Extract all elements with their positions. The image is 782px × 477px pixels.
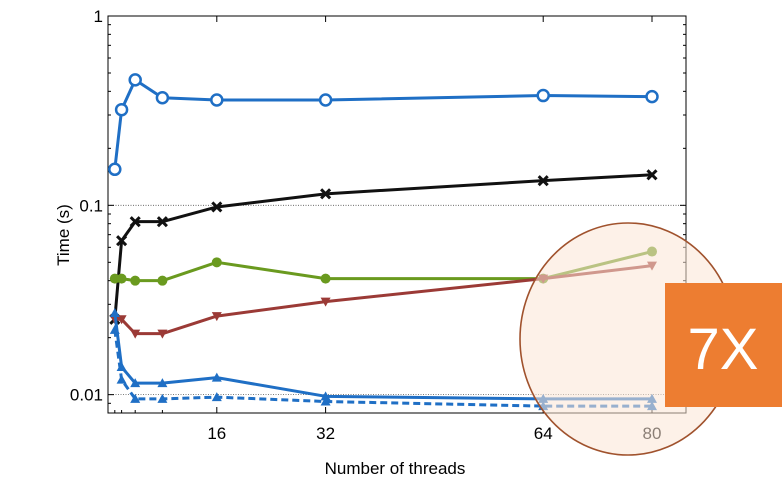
data-point	[116, 235, 128, 247]
data-point	[211, 257, 222, 268]
data-point	[320, 396, 331, 406]
y-tick-label: 1	[94, 7, 103, 26]
x-tick-label: 16	[207, 424, 226, 443]
data-point	[211, 201, 223, 213]
data-point	[116, 315, 127, 325]
data-point	[320, 297, 331, 307]
data-point	[156, 216, 168, 228]
data-point	[157, 378, 168, 388]
data-point	[130, 329, 141, 339]
data-point	[320, 273, 331, 284]
data-point	[157, 393, 168, 403]
x-tick-label: 64	[534, 424, 553, 443]
data-point	[645, 89, 659, 104]
series-0	[108, 73, 659, 177]
x-tick-label: 32	[316, 424, 335, 443]
data-point	[116, 273, 127, 284]
y-tick-label: 0.01	[70, 386, 103, 405]
data-point	[318, 93, 333, 107]
data-point	[646, 169, 658, 181]
data-point	[116, 374, 127, 384]
data-point	[157, 275, 168, 286]
y-tick-label: 0.1	[79, 196, 103, 215]
annotation-layer: 7X	[519, 222, 782, 456]
data-point	[320, 188, 332, 200]
data-point	[157, 329, 168, 339]
data-point	[109, 324, 120, 334]
data-point	[130, 393, 141, 403]
series-line	[114, 264, 653, 336]
plot-frame	[107, 15, 687, 414]
data-point	[109, 307, 120, 317]
x-axis-label: Number of threads	[325, 459, 466, 477]
data-point	[536, 88, 550, 103]
speedup-label: 7X	[688, 317, 759, 382]
data-point	[210, 93, 224, 107]
series-line	[113, 329, 652, 408]
data-point	[537, 175, 549, 187]
data-point	[114, 102, 129, 117]
data-point	[211, 372, 222, 382]
data-point	[108, 162, 122, 177]
data-point	[129, 216, 141, 228]
speedup-box	[665, 283, 782, 407]
data-point	[155, 91, 170, 105]
y-axis-label: Time (s)	[54, 204, 73, 266]
data-point	[211, 312, 222, 322]
data-point	[211, 392, 222, 402]
data-point	[130, 275, 141, 286]
data-point	[130, 378, 141, 388]
data-point	[128, 73, 142, 87]
data-point	[320, 391, 331, 401]
series-line	[113, 78, 653, 170]
